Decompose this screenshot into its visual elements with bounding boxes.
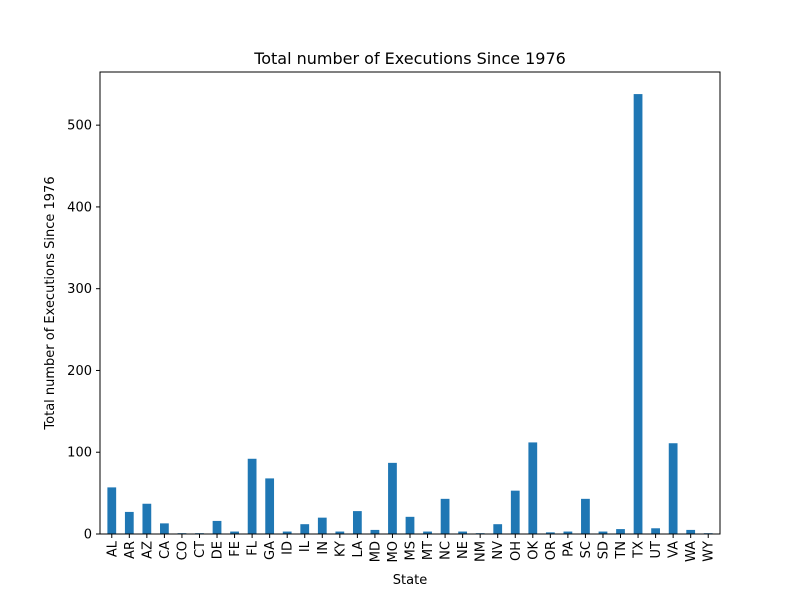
x-tick-label: NC xyxy=(439,541,454,560)
x-tick-label: IL xyxy=(298,540,313,552)
bar-ca xyxy=(160,523,169,534)
x-axis-label: State xyxy=(393,573,427,588)
y-axis-label: Total number of Executions Since 1976 xyxy=(43,176,58,430)
x-tick-label: SC xyxy=(579,541,594,558)
x-tick-label: CT xyxy=(193,541,208,558)
bar-ok xyxy=(528,442,538,534)
bar-tx xyxy=(633,94,643,534)
bar-sd xyxy=(598,531,608,534)
x-tick-label: OH xyxy=(509,541,524,561)
bar-tn xyxy=(616,529,625,534)
bar-ga xyxy=(265,478,275,534)
bar-nc xyxy=(440,498,450,534)
bar-fe xyxy=(230,531,239,534)
y-tick-label: 200 xyxy=(67,364,92,379)
x-tick-label: CA xyxy=(158,541,173,559)
bar-az xyxy=(142,503,152,534)
x-tick-label: UT xyxy=(649,541,664,559)
x-tick-label: MD xyxy=(368,541,383,562)
bar-wa xyxy=(686,529,696,534)
bars-group xyxy=(107,94,713,534)
chart-title: Total number of Executions Since 1976 xyxy=(253,49,566,68)
x-tick-label: IN xyxy=(316,541,331,555)
x-tick-label: FE xyxy=(228,541,243,557)
bar-mo xyxy=(388,462,397,534)
x-tick-label: NV xyxy=(491,541,506,560)
x-tick-label: TX xyxy=(632,541,647,559)
x-tick-label: TN xyxy=(614,541,629,560)
x-tick-label: WY xyxy=(702,541,717,562)
bar-il xyxy=(300,524,310,534)
bar-ut xyxy=(651,528,660,534)
y-tick-label: 500 xyxy=(67,119,92,134)
bar-pa xyxy=(563,531,573,534)
x-tick-label: AR xyxy=(123,541,138,559)
x-tick-label: MO xyxy=(386,541,401,562)
x-axis-ticks: AL AR AZ CA CO CT DE FE FL GA ID IL IN KY LA MD MO MS MT NC… xyxy=(105,534,717,562)
x-tick-label: AZ xyxy=(140,541,155,559)
bar-ms xyxy=(405,516,415,534)
x-tick-label: MS xyxy=(404,541,419,560)
bar-md xyxy=(370,529,380,534)
plot-frame xyxy=(99,71,721,535)
bar-ky xyxy=(335,531,345,534)
y-tick-label: 400 xyxy=(67,200,92,215)
bar-fl xyxy=(247,458,257,534)
bar-al xyxy=(107,487,117,534)
x-tick-label: FL xyxy=(246,540,261,555)
bar-sc xyxy=(581,498,590,534)
x-tick-label: GA xyxy=(263,541,278,560)
x-tick-label: DE xyxy=(211,541,226,559)
x-tick-label: KY xyxy=(333,541,348,557)
bar-in xyxy=(317,517,327,534)
bar-mt xyxy=(423,531,432,534)
y-tick-label: 100 xyxy=(67,446,92,461)
x-tick-label: NE xyxy=(456,541,471,559)
x-tick-label: OR xyxy=(544,541,559,560)
bar-oh xyxy=(510,490,520,534)
x-tick-label: MT xyxy=(421,541,436,560)
y-axis-ticks: 0 100 200 300 400 500 xyxy=(67,119,100,543)
x-tick-label: CO xyxy=(175,541,190,560)
bar-de xyxy=(212,520,222,534)
x-tick-label: OK xyxy=(526,541,541,560)
x-tick-label: NM xyxy=(474,541,489,562)
y-tick-label: 0 xyxy=(84,528,92,543)
x-tick-label: AL xyxy=(105,540,120,557)
bar-nv xyxy=(493,524,503,534)
bar-id xyxy=(282,531,292,534)
x-tick-label: VA xyxy=(667,541,682,558)
bar-va xyxy=(668,443,678,534)
bar-la xyxy=(352,511,362,534)
bar-ar xyxy=(124,511,134,534)
x-tick-label: WA xyxy=(684,541,699,562)
bar-or xyxy=(545,532,555,534)
y-tick-label: 300 xyxy=(67,282,92,297)
x-tick-label: ID xyxy=(281,541,296,555)
bar-ne xyxy=(458,531,468,534)
x-tick-label: PA xyxy=(561,541,576,557)
x-tick-label: SD xyxy=(596,541,611,559)
x-tick-label: LA xyxy=(351,541,366,558)
